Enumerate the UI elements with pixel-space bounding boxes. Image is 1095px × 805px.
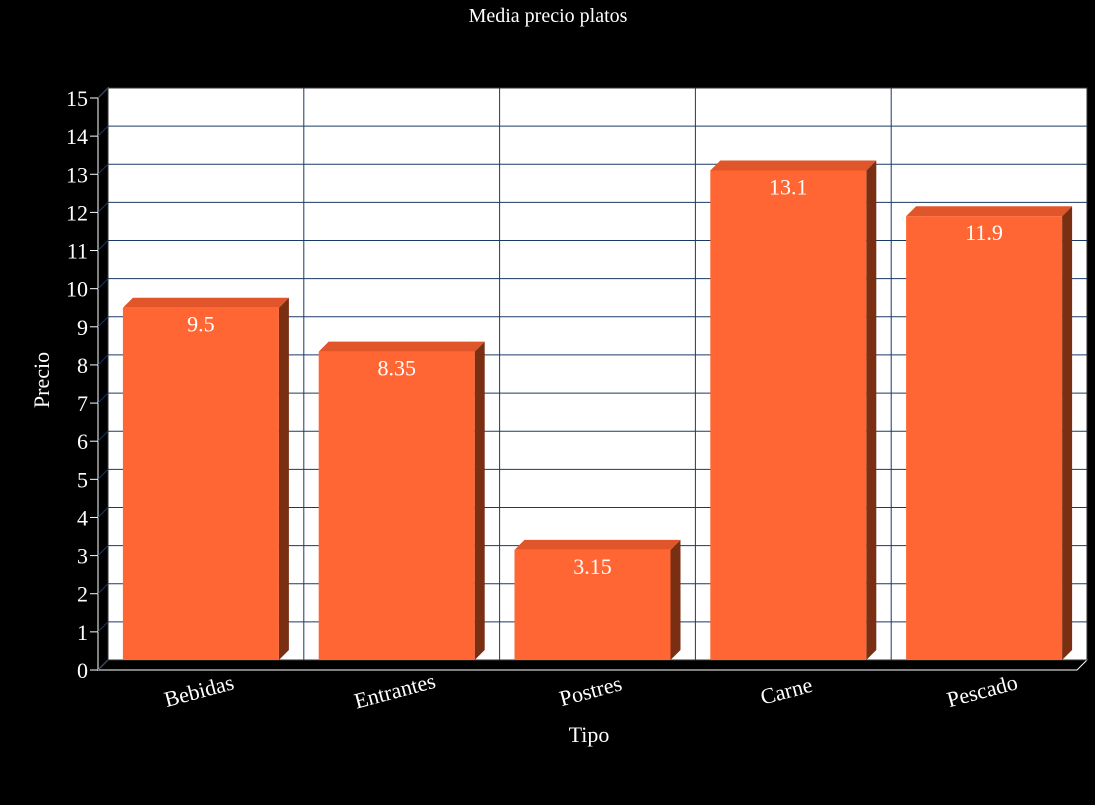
bar-front: [318, 351, 475, 660]
y-tick-label: 11: [67, 239, 88, 264]
grid-line-wall: [97, 125, 109, 137]
bar-side: [1062, 206, 1073, 661]
y-tick-label: 4: [77, 505, 88, 530]
bar-front: [122, 307, 279, 660]
plot-left-wall: [97, 86, 109, 672]
plot-floor: [96, 659, 1089, 671]
bar: [710, 160, 877, 660]
grid-line-wall: [97, 430, 109, 442]
bar-front: [906, 216, 1063, 661]
grid-line-wall: [97, 659, 109, 671]
value-labels: 9.5 8.35 3.15 13.1 11.9: [187, 174, 1003, 578]
y-tick-label: 15: [66, 86, 88, 111]
y-tick-label: 8: [77, 353, 88, 378]
y-tick-label: 5: [77, 467, 88, 492]
x-axis-label: Tipo: [569, 722, 610, 747]
bar-top: [710, 160, 877, 171]
y-tick-label: 14: [66, 124, 88, 149]
bar-top: [906, 206, 1073, 217]
y-axis-label: Precio: [29, 352, 54, 408]
bars: [122, 160, 1073, 661]
y-tick-label: 13: [66, 162, 88, 187]
y-tick-label: 1: [77, 620, 88, 645]
bar-top: [122, 297, 289, 308]
grid-line-wall: [97, 507, 109, 518]
grid-line-wall: [97, 583, 109, 595]
bar: [514, 539, 681, 660]
grid-line-wall: [97, 621, 109, 633]
bar-side: [278, 297, 289, 660]
bar-front: [514, 549, 671, 660]
grid-line-wall: [97, 163, 109, 175]
bar: [122, 297, 289, 660]
bar-top: [318, 341, 485, 352]
bar-value-label: 8.35: [377, 356, 416, 381]
y-tick-label: 3: [77, 544, 88, 569]
bar-value-label: 9.5: [187, 312, 215, 337]
grid-line-wall: [97, 354, 109, 366]
bar-value-label: 13.1: [769, 174, 808, 199]
bar-top: [514, 539, 681, 550]
bar-value-label: 11.9: [965, 220, 1003, 245]
grid-line-wall: [97, 278, 109, 290]
y-tick-label: 2: [77, 582, 88, 607]
grid-line-wall: [97, 202, 109, 213]
y-tick-label: 6: [77, 429, 88, 454]
grid-line-wall: [97, 392, 109, 404]
bar: [318, 341, 485, 660]
y-tick-label: 12: [66, 200, 88, 225]
chart-title: Media precio platos: [469, 5, 628, 27]
y-tick-label: 10: [66, 277, 88, 302]
bar-side: [474, 341, 485, 660]
bar-value-label: 3.15: [573, 554, 612, 579]
grid-line-wall: [97, 545, 109, 556]
grid-line-wall: [97, 87, 109, 99]
y-tick-label: 0: [77, 658, 88, 683]
bar: [906, 206, 1073, 661]
bar-front: [710, 170, 867, 660]
bar-side: [866, 160, 877, 660]
y-tick-label: 7: [77, 391, 88, 416]
grid-line-wall: [97, 468, 109, 480]
y-tick-label: 9: [77, 315, 88, 340]
bar-side: [670, 539, 681, 660]
grid-line-wall: [97, 316, 109, 328]
grid-line-wall: [97, 240, 109, 251]
